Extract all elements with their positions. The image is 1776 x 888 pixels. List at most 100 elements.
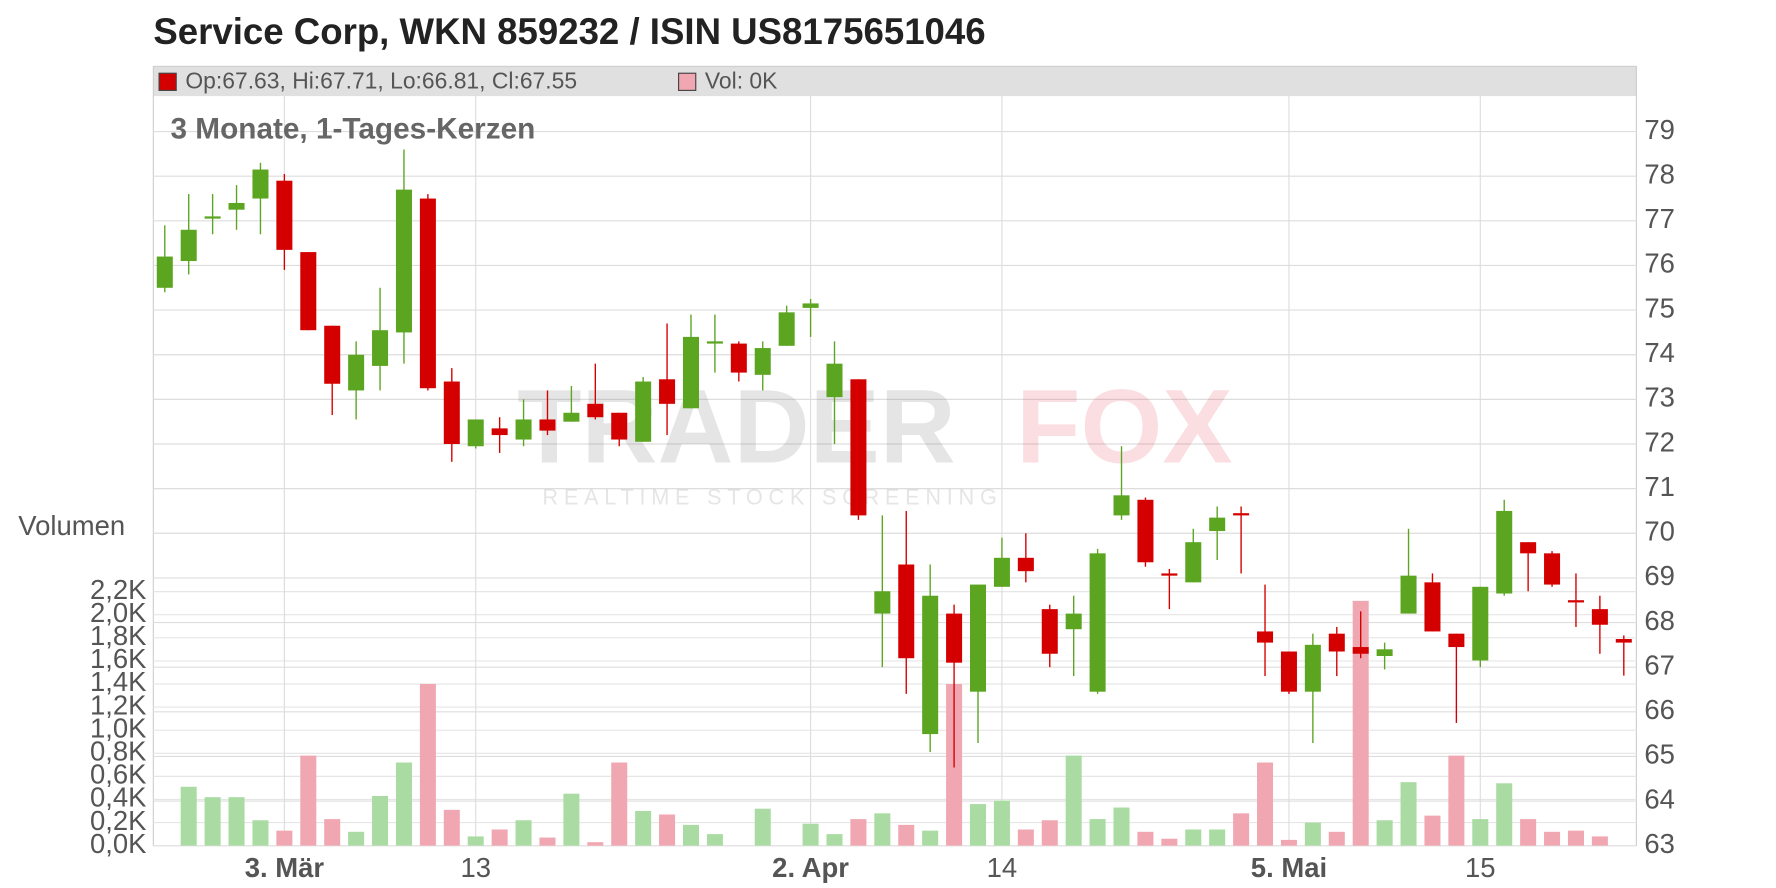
candle-body xyxy=(443,381,460,444)
volume-tick-label: 1,2K xyxy=(90,689,146,720)
volume-tick-label: 0,8K xyxy=(90,736,146,767)
y-tick-label: 67 xyxy=(1644,649,1675,680)
volume-tick-label: 0,6K xyxy=(90,759,146,790)
candle-body xyxy=(1017,557,1034,572)
volume-bar xyxy=(1113,807,1130,846)
volume-bar xyxy=(587,842,604,846)
candle-body xyxy=(228,203,245,210)
candle-body xyxy=(587,403,604,418)
candle-body xyxy=(730,343,747,373)
candle-body xyxy=(993,557,1010,587)
volume-tick-label: 0,2K xyxy=(90,805,146,836)
candle-body xyxy=(180,229,197,262)
candle-body xyxy=(1089,553,1106,692)
volume-bar xyxy=(395,762,412,846)
candle-body xyxy=(1448,633,1465,648)
candle-body xyxy=(659,379,676,404)
volume-bar xyxy=(993,800,1010,846)
volume-bar xyxy=(1472,819,1489,846)
x-tick-label: 14 xyxy=(987,852,1018,883)
candle-body xyxy=(778,312,795,346)
candle-body xyxy=(324,325,341,384)
volume-bar xyxy=(1352,600,1369,846)
y-tick-label: 74 xyxy=(1644,337,1675,368)
candle-body xyxy=(874,591,891,614)
candle-body xyxy=(1257,631,1274,643)
y-tick-label: 70 xyxy=(1644,516,1675,547)
volume-tick-label: 0,4K xyxy=(90,782,146,813)
watermark-brand: FOX xyxy=(1016,369,1232,486)
x-tick-label: 3. Mär xyxy=(245,852,325,883)
candle-body xyxy=(348,354,365,391)
volume-bar xyxy=(443,809,460,846)
candle-body xyxy=(1233,513,1250,516)
y-tick-label: 63 xyxy=(1644,828,1675,859)
candle-body xyxy=(802,303,819,308)
volume-bar xyxy=(228,797,245,846)
volume-bar xyxy=(1304,822,1321,846)
volume-bar xyxy=(1400,782,1417,846)
y-tick-label: 76 xyxy=(1644,248,1675,279)
volume-bar xyxy=(1567,830,1584,846)
volume-bar xyxy=(1017,829,1034,846)
candle-body xyxy=(395,189,412,333)
candle-body xyxy=(1137,499,1154,563)
y-tick-label: 71 xyxy=(1644,471,1675,502)
volume-bar xyxy=(659,814,676,846)
y-tick-label: 66 xyxy=(1644,694,1675,725)
candle-body xyxy=(754,348,771,375)
legend-bar xyxy=(153,66,1637,97)
volume-bar xyxy=(922,830,939,846)
volume-bar xyxy=(1137,831,1154,846)
candle-body xyxy=(515,419,532,440)
candle-body xyxy=(1041,609,1058,654)
volume-bar xyxy=(1591,836,1608,846)
candle-body xyxy=(1352,647,1369,654)
volume-bar xyxy=(252,820,269,846)
volume-tick-label: 1,8K xyxy=(90,620,146,651)
volume-bar xyxy=(1424,815,1441,846)
y-tick-label: 75 xyxy=(1644,292,1675,323)
volume-bar xyxy=(1328,831,1345,846)
candle-body xyxy=(419,198,436,389)
legend-swatch xyxy=(158,72,177,91)
candle-body xyxy=(1328,633,1345,652)
candle-body xyxy=(156,256,173,288)
y-tick-label: 72 xyxy=(1644,426,1675,457)
candle-body xyxy=(1520,542,1537,554)
candle-body xyxy=(826,363,843,398)
candle-body xyxy=(898,564,915,659)
candle-body xyxy=(539,419,556,431)
candle-body xyxy=(252,169,269,199)
volume-bar xyxy=(563,793,580,846)
volume-bar xyxy=(1280,839,1297,846)
candle-body xyxy=(946,613,963,663)
volume-bar xyxy=(802,823,819,846)
candle-body xyxy=(1544,553,1561,585)
x-tick-label: 2. Apr xyxy=(772,852,849,883)
y-tick-label: 79 xyxy=(1644,114,1675,145)
volume-bar xyxy=(1209,829,1226,846)
x-tick-label: 13 xyxy=(460,852,491,883)
volume-bar xyxy=(1233,813,1250,846)
candle-body xyxy=(706,341,723,344)
candle-body xyxy=(1185,542,1202,583)
candle-body xyxy=(1424,582,1441,632)
volume-bar xyxy=(372,796,389,846)
candle-body xyxy=(1472,586,1489,661)
y-tick-label: 73 xyxy=(1644,382,1675,413)
candle-body xyxy=(1591,609,1608,625)
volume-bar xyxy=(180,786,197,846)
candle-body xyxy=(850,379,867,516)
volume-bar xyxy=(300,755,317,846)
candle-body xyxy=(969,584,987,692)
volume-bar xyxy=(754,808,771,846)
y-tick-label: 77 xyxy=(1644,203,1675,234)
candle-body xyxy=(1161,573,1178,576)
volume-bar xyxy=(1161,838,1178,846)
volume-bar xyxy=(539,837,556,846)
candle-body xyxy=(1304,644,1321,692)
volume-tick-label: 2,0K xyxy=(90,597,146,628)
watermark-tagline: REALTIME STOCK SCREENING xyxy=(542,485,1002,510)
